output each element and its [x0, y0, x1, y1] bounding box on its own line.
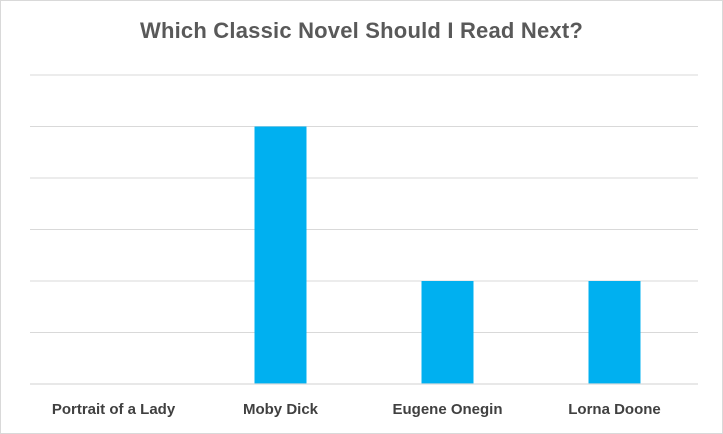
- bars: [254, 126, 641, 384]
- gridlines: [30, 74, 698, 333]
- x-tick-label: Lorna Doone: [568, 401, 661, 418]
- bar-lorna-doone: [588, 281, 641, 384]
- bar-eugene-onegin: [421, 281, 474, 384]
- chart-title: Which Classic Novel Should I Read Next?: [140, 18, 583, 43]
- bar-moby-dick: [254, 126, 307, 384]
- x-tick-labels: Portrait of a Lady Moby Dick Eugene Onegin…: [52, 401, 661, 418]
- x-tick-label: Moby Dick: [243, 401, 319, 418]
- x-tick-label: Eugene Onegin: [392, 401, 502, 418]
- x-tick-label: Portrait of a Lady: [52, 401, 176, 418]
